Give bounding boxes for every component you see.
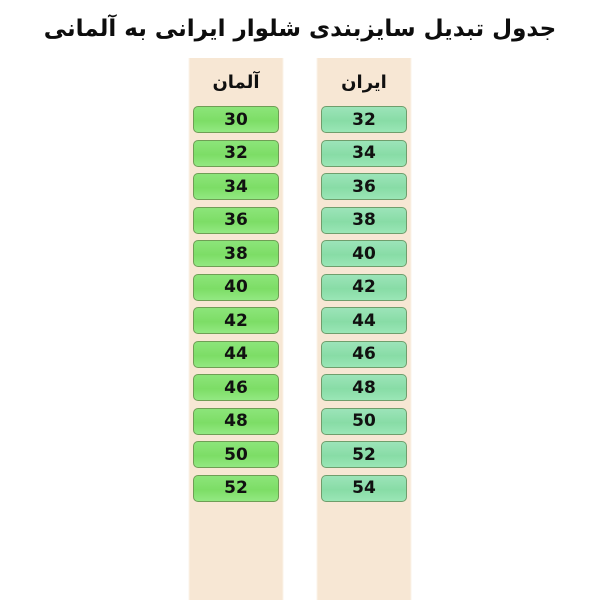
page-title: جدول تبدیل سایزبندی شلوار ایرانی به آلما… — [43, 15, 557, 42]
size-cell-germany: 50 — [193, 441, 279, 468]
size-cell-iran: 48 — [321, 374, 407, 401]
size-cell-germany: 34 — [193, 173, 279, 200]
size-cell-germany: 36 — [193, 206, 279, 234]
column-germany: آلمان 30 32 34 36 38 40 42 44 46 48 50 5… — [188, 58, 284, 600]
size-cell-iran: 34 — [321, 139, 407, 167]
size-cell-germany: 32 — [193, 139, 279, 167]
size-cell-iran: 36 — [321, 173, 407, 200]
size-cell-iran: 40 — [321, 240, 407, 267]
size-cell-germany: 44 — [193, 340, 279, 368]
size-cell-iran: 52 — [321, 441, 407, 468]
size-cell-iran: 32 — [321, 106, 407, 133]
size-cell-germany: 38 — [193, 240, 279, 267]
column-iran: ایران 32 34 36 38 40 42 44 46 48 50 52 5… — [316, 58, 412, 600]
size-cell-iran: 46 — [321, 340, 407, 368]
size-cell-germany: 48 — [193, 407, 279, 435]
size-cell-iran: 54 — [321, 474, 407, 502]
column-header-germany: آلمان — [212, 71, 260, 93]
cell-stack-iran: 32 34 36 38 40 42 44 46 48 50 52 54 — [321, 106, 407, 600]
size-cell-germany: 42 — [193, 307, 279, 334]
column-header-iran: ایران — [341, 71, 387, 93]
size-cell-iran: 42 — [321, 273, 407, 301]
size-cell-iran: 38 — [321, 206, 407, 234]
size-conversion-table: ایران 32 34 36 38 40 42 44 46 48 50 52 5… — [0, 58, 600, 600]
cell-stack-germany: 30 32 34 36 38 40 42 44 46 48 50 52 — [193, 106, 279, 600]
size-cell-germany: 46 — [193, 374, 279, 401]
size-cell-iran: 44 — [321, 307, 407, 334]
size-cell-germany: 40 — [193, 273, 279, 301]
size-cell-germany: 52 — [193, 474, 279, 502]
size-cell-iran: 50 — [321, 407, 407, 435]
size-cell-germany: 30 — [193, 106, 279, 133]
page-title-bar: جدول تبدیل سایزبندی شلوار ایرانی به آلما… — [0, 0, 600, 58]
